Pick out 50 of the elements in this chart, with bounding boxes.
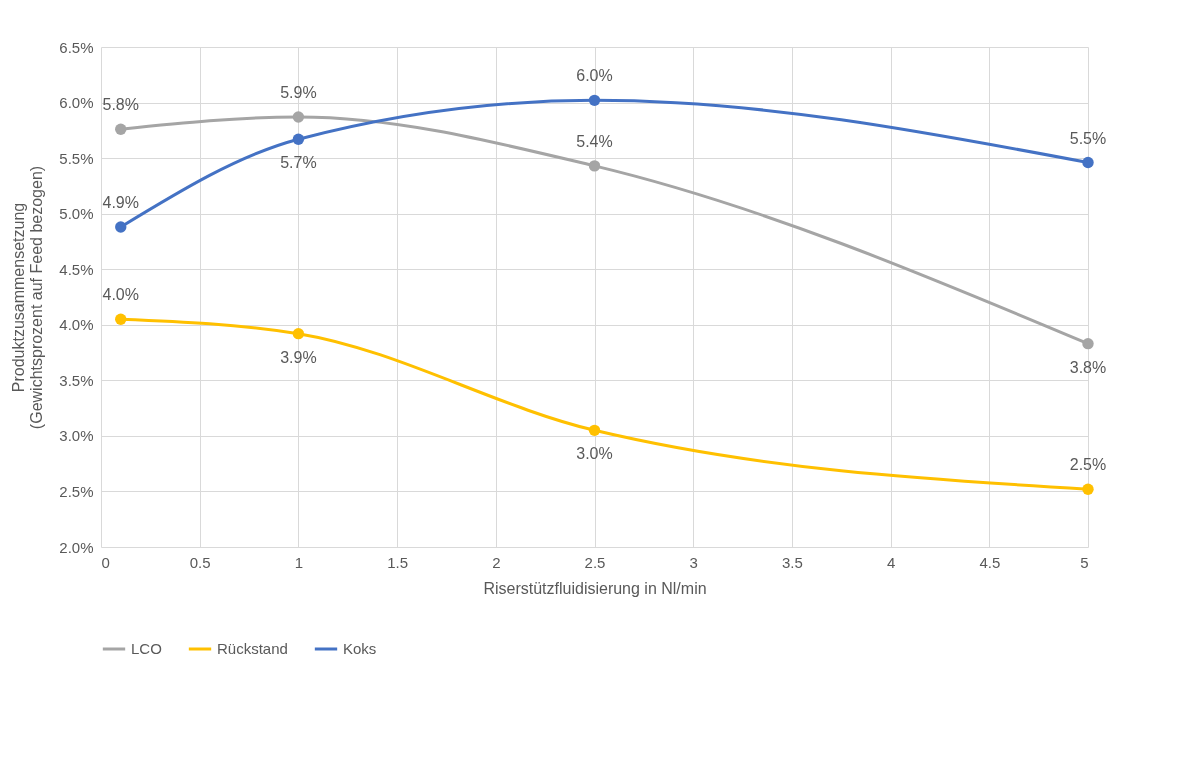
y-tick-label: 3.5% xyxy=(59,371,94,389)
point xyxy=(1082,483,1094,495)
data-label: 3.0% xyxy=(576,445,613,463)
point xyxy=(292,111,305,123)
legend-label: Rückstand xyxy=(217,640,288,657)
point xyxy=(115,123,127,135)
y-tick-label: 3.0% xyxy=(59,427,94,445)
point xyxy=(588,424,601,437)
data-label: 5.8% xyxy=(102,96,139,114)
point xyxy=(588,94,601,107)
x-axis-title: Riserstützfluidisierung in Nl/min xyxy=(483,579,707,597)
point xyxy=(1082,156,1094,169)
legend-label: LCO xyxy=(131,640,162,657)
y-tick-label: 5.5% xyxy=(59,149,94,167)
x-tick-label: 2 xyxy=(492,553,501,571)
point xyxy=(292,327,305,340)
point xyxy=(588,160,601,172)
data-label: 3.8% xyxy=(1069,358,1107,376)
point xyxy=(115,313,127,325)
legend-label: Koks xyxy=(343,640,377,657)
x-tick-label: 4 xyxy=(886,553,896,571)
data-label: 5.7% xyxy=(280,154,317,172)
x-tick-label: 1 xyxy=(294,553,304,571)
y-tick-label: 6.5% xyxy=(59,38,94,56)
data-label: 2.5% xyxy=(1069,456,1107,474)
data-label: 6.0% xyxy=(576,67,613,85)
point xyxy=(292,133,305,145)
y-tick-label: 5.0% xyxy=(59,205,94,223)
data-label: 4.9% xyxy=(102,194,139,211)
x-tick-label: 0.5 xyxy=(189,553,211,571)
x-tick-label: 3 xyxy=(689,553,698,571)
point xyxy=(1082,337,1094,350)
point xyxy=(115,221,127,233)
x-tick-label: 5 xyxy=(1080,553,1089,571)
x-tick-label: 2.5 xyxy=(584,553,606,571)
y-tick-label: 4.0% xyxy=(59,316,94,334)
data-label: 4.0% xyxy=(102,286,139,304)
y-axis-title: Produktzusammensetzung (Gewichtsprozent auf Feed bezogen) xyxy=(10,165,46,430)
data-label: 5.9% xyxy=(280,84,317,101)
data-label: 5.5% xyxy=(1069,129,1107,147)
data-label: 3.9% xyxy=(280,348,317,366)
y-tick-label: 6.0% xyxy=(59,94,94,112)
x-tick-label: 0 xyxy=(101,553,110,571)
x-tick-label: 1.5 xyxy=(387,553,409,571)
y-tick-label: 2.0% xyxy=(59,538,94,556)
y-tick-label: 2.5% xyxy=(59,482,94,500)
x-tick-label: 3.5 xyxy=(781,553,803,571)
x-tick-label: 4.5 xyxy=(979,553,1001,571)
data-label: 5.4% xyxy=(576,132,613,150)
y-tick-label: 4.5% xyxy=(59,260,94,278)
